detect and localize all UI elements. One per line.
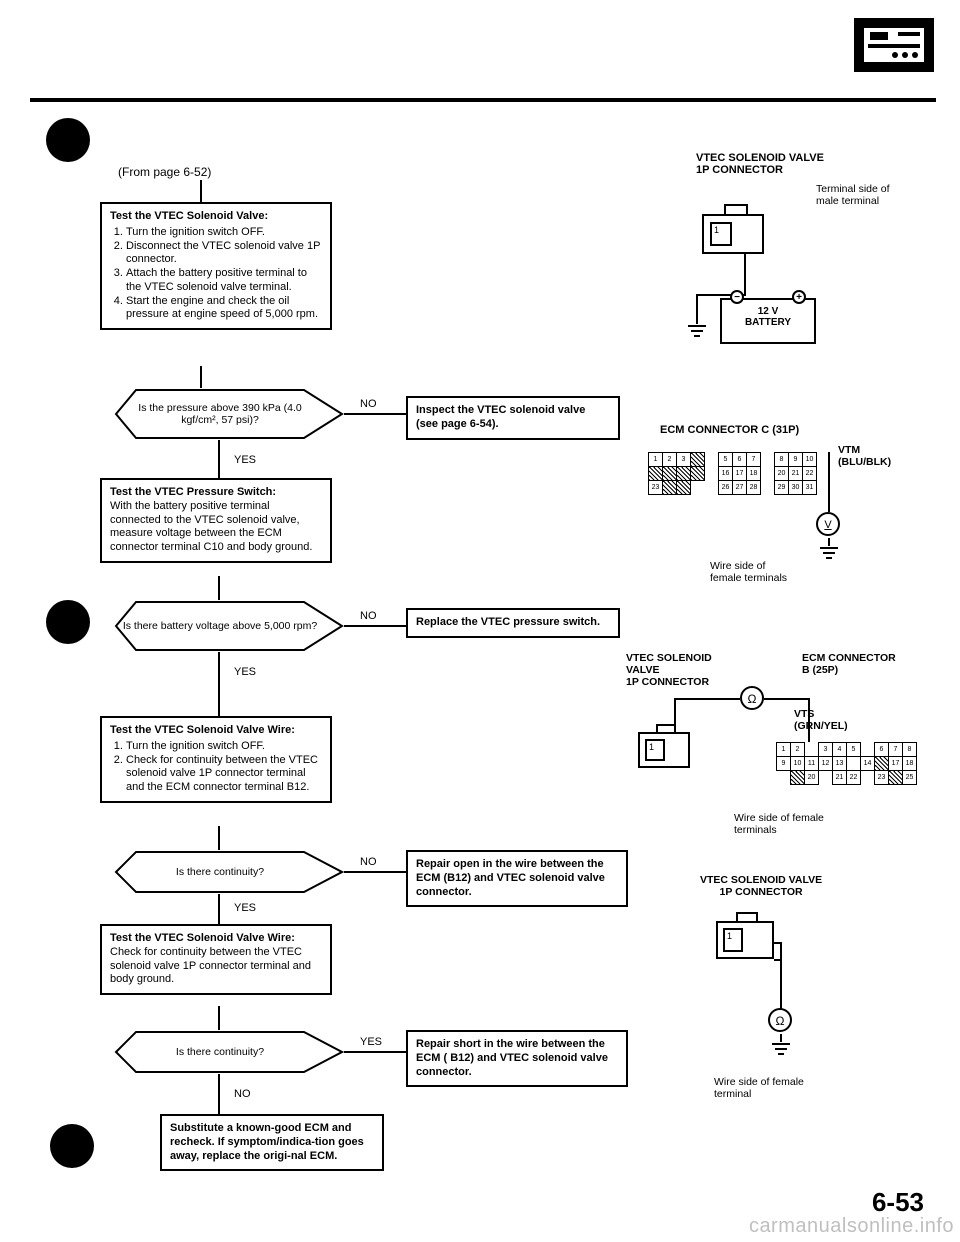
wire-line (674, 698, 740, 700)
box-list: Turn the ignition switch OFF. Disconnect… (126, 226, 322, 322)
wire-line (780, 959, 782, 1009)
no-label: NO (358, 610, 379, 622)
yes-label: YES (232, 666, 258, 678)
wire-line (696, 294, 698, 314)
box-title: Test the VTEC Solenoid Valve Wire: (110, 724, 295, 736)
box-title: Test the VTEC Pressure Switch: (110, 486, 276, 498)
ohmmeter-icon: Ω (740, 686, 764, 710)
result-replace-switch: Replace the VTEC pressure switch. (406, 608, 620, 638)
wire-line (764, 698, 808, 700)
flow-line (218, 440, 220, 478)
diagram-title: ECM CONNECTOR C (31P) (660, 424, 799, 436)
result-repair-short: Repair short in the wire between the ECM… (406, 1030, 628, 1087)
flow-line (218, 576, 220, 602)
flow-line (200, 180, 202, 202)
decision-continuity-1: Is there continuity? (96, 850, 344, 894)
yes-label: YES (358, 1036, 384, 1048)
flow-line (218, 1074, 220, 1114)
wire-line (744, 254, 746, 294)
manual-logo-icon (854, 18, 934, 72)
result-inspect-valve: Inspect the VTEC solenoid valve (see pag… (406, 396, 620, 440)
no-label: NO (232, 1088, 253, 1100)
step-box-test-wire-2: Test the VTEC Solenoid Valve Wire: Check… (100, 924, 332, 995)
flow-line (344, 413, 406, 415)
step-box-test-switch: Test the VTEC Pressure Switch: With the … (100, 478, 332, 563)
page-number: 6-53 (872, 1187, 924, 1218)
wire-line (780, 942, 782, 960)
ecm-connector-c-grid: 1235678910 161718202122 23262728293031 (648, 452, 817, 495)
connector-1p: 1 (702, 214, 764, 254)
ecm-connector-b-grid: 12345678 910111213141718 2021222325 (776, 742, 917, 785)
yes-label: YES (232, 902, 258, 914)
no-label: NO (358, 398, 379, 410)
flow-line (218, 894, 220, 924)
connector-tab (736, 912, 758, 921)
flow-line (218, 652, 220, 690)
voltmeter-icon: V (816, 512, 840, 536)
flow-line (218, 690, 220, 716)
step-box-test-wire: Test the VTEC Solenoid Valve Wire: Turn … (100, 716, 332, 803)
box-list: Turn the ignition switch OFF. Check for … (126, 740, 322, 795)
box-title: Test the VTEC Solenoid Valve Wire: (110, 932, 295, 944)
flow-line (218, 826, 220, 852)
connector-tab (724, 204, 748, 214)
diagram-title: VTEC SOLENOID VALVE 1P CONNECTOR (700, 874, 822, 898)
flow-line (344, 625, 406, 627)
no-label: NO (358, 856, 379, 868)
decision-pressure: Is the pressure above 390 kPa (4.0 kgf/c… (96, 388, 344, 440)
battery-box: − + 12 V BATTERY (720, 298, 816, 344)
step-box-test-solenoid: Test the VTEC Solenoid Valve: Turn the i… (100, 202, 332, 330)
wire-line (674, 698, 676, 732)
header-rule (30, 98, 936, 102)
flow-line (344, 1051, 406, 1053)
yes-label: YES (232, 454, 258, 466)
vts-label: VTS (GRN/YEL) (792, 708, 850, 732)
step-box-substitute-ecm: Substitute a known-good ECM and recheck.… (160, 1114, 384, 1171)
result-repair-open: Repair open in the wire between the ECM … (406, 850, 628, 907)
decision-continuity-2: Is there continuity? (96, 1030, 344, 1074)
diagram-title: ECM CONNECTOR B (25P) (802, 652, 896, 676)
diagram-title: VTEC SOLENOID VALVE 1P CONNECTOR (626, 652, 712, 688)
diagram-title: VTEC SOLENOID VALVE 1P CONNECTOR (696, 152, 824, 176)
connector-1p: 1 (638, 732, 690, 768)
ohmmeter-icon: Ω (768, 1008, 792, 1032)
terminal-side-label: Terminal side of male terminal (814, 183, 892, 207)
wire-side-label: Wire side of female terminals (732, 812, 826, 836)
ground-icon (770, 1034, 792, 1064)
ground-icon (686, 314, 708, 344)
connector-tab (656, 724, 676, 732)
bullet-icon (50, 1124, 94, 1168)
vtm-label: VTM (BLU/BLK) (836, 444, 893, 468)
bullet-icon (46, 118, 90, 162)
flow-line (344, 871, 406, 873)
flow-line (200, 366, 202, 390)
connector-1p: 1 (716, 921, 774, 959)
decision-voltage: Is there battery voltage above 5,000 rpm… (96, 600, 344, 652)
box-title: Test the VTEC Solenoid Valve: (110, 210, 268, 222)
wire-side-label: Wire side of female terminal (712, 1076, 806, 1100)
from-page-ref: (From page 6-52) (118, 165, 211, 179)
wire-side-label: Wire side of female terminals (708, 560, 789, 584)
wire-line (808, 698, 810, 742)
flow-line (218, 1006, 220, 1032)
wire-line (828, 452, 830, 512)
bullet-icon (46, 600, 90, 644)
watermark: carmanualsonline.info (749, 1215, 954, 1238)
